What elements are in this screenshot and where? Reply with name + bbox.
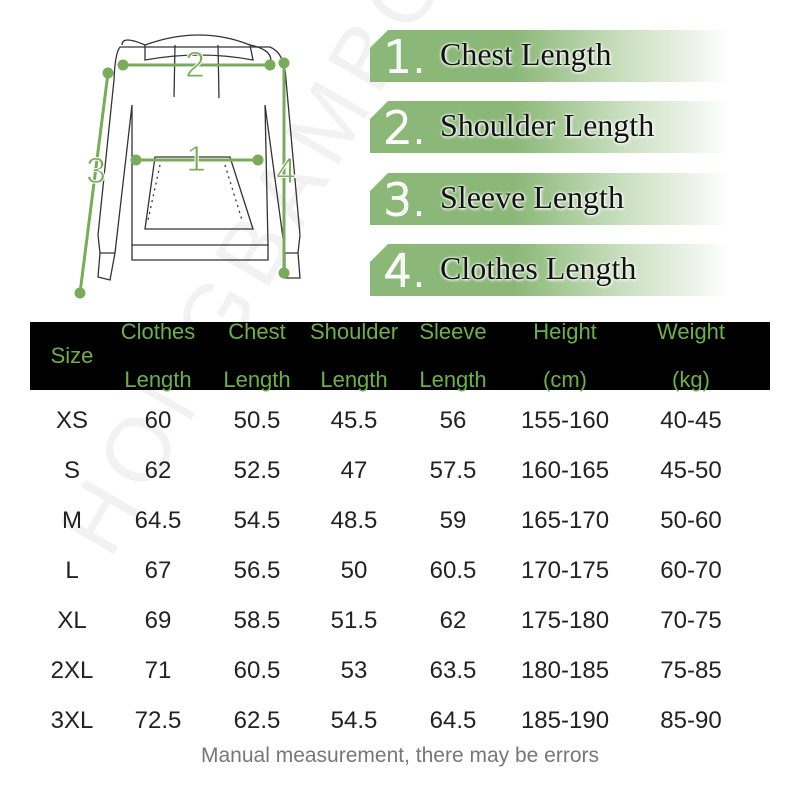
table-cell: 53 — [340, 657, 368, 684]
legend-label: Sleeve Length — [440, 179, 624, 215]
header-text: Clothes — [120, 319, 196, 344]
table-cell: 45-50 — [660, 457, 722, 484]
table-cell: 64.5 — [429, 707, 477, 734]
table-row: XS 60 50.5 45.5 56 155-160 40-45 — [0, 396, 800, 446]
header-text: Height — [533, 319, 597, 344]
column-header: Chest Length — [223, 319, 291, 392]
table-cell: 60 — [144, 407, 172, 434]
table-cell: 62 — [439, 607, 467, 634]
header-text: Length — [320, 367, 388, 392]
table-cell: M — [62, 507, 82, 534]
legend-number: 1. — [383, 31, 427, 83]
legend-label: Chest Length — [440, 36, 612, 72]
header-text: Length — [124, 367, 192, 392]
label-3: 3 — [86, 150, 106, 191]
header-text: Length — [223, 367, 291, 392]
legend-label: Clothes Length — [440, 250, 637, 286]
table-cell: 56.5 — [233, 557, 281, 584]
table-cell: 3XL — [50, 707, 94, 734]
legend-number: 4. — [383, 245, 427, 297]
table-cell: 165-170 — [520, 507, 610, 534]
table-cell: S — [63, 457, 81, 484]
table-cell: 170-175 — [520, 557, 610, 584]
table-row: XL 69 58.5 51.5 62 175-180 70-75 — [0, 596, 800, 646]
legend-shoulder-length: 2. Shoulder Length — [370, 101, 730, 153]
table-cell: 2XL — [50, 657, 94, 684]
table-cell: 45.5 — [330, 407, 378, 434]
header-text: Weight — [656, 319, 726, 344]
measurement-note: Manual measurement, there may be errors — [200, 744, 599, 767]
table-cell: 75-85 — [660, 657, 722, 684]
table-cell: 155-160 — [520, 407, 610, 434]
table-cell: 62.5 — [233, 707, 281, 734]
header-text: Chest — [228, 319, 286, 344]
table-header: Size Clothes Length Chest Length Shoulder Leng… — [30, 319, 770, 392]
table-cell: 40-45 — [660, 407, 722, 434]
table-cell: 47 — [340, 457, 368, 484]
table-cell: 70-75 — [660, 607, 722, 634]
label-2: 2 — [185, 44, 205, 85]
table-cell: 57.5 — [429, 457, 477, 484]
column-header: Size — [51, 322, 94, 390]
column-header: Shoulder Length — [309, 319, 399, 392]
legend-sleeve-length: 3. Sleeve Length — [370, 173, 730, 225]
table-cell: 71 — [144, 657, 172, 684]
table-row: 3XL 72.5 62.5 54.5 64.5 185-190 85-90 — [0, 696, 800, 746]
header-text: Sleeve — [419, 319, 487, 344]
table-cell: 51.5 — [330, 607, 378, 634]
column-header: Height (cm) — [533, 319, 597, 392]
label-4: 4 — [276, 150, 296, 191]
column-header: Sleeve Length — [419, 319, 487, 392]
legend-clothes-length: 4. Clothes Length — [370, 244, 730, 296]
table-row: L 67 56.5 50 60.5 170-175 60-70 — [0, 546, 800, 596]
column-header: Weight (kg) — [656, 319, 726, 392]
label-1: 1 — [186, 138, 206, 179]
hoodie-diagram: 2 1 3 4 — [74, 34, 301, 299]
table-cell: 59 — [439, 507, 467, 534]
table-cell: 54.5 — [233, 507, 281, 534]
table-row: 2XL 71 60.5 53 63.5 180-185 75-85 — [0, 646, 800, 696]
table-cell: 54.5 — [330, 707, 378, 734]
legend-label: Shoulder Length — [440, 107, 655, 143]
table-cell: 160-165 — [520, 457, 610, 484]
table-cell: XL — [57, 607, 87, 634]
table-cell: 72.5 — [134, 707, 182, 734]
table-cell: 64.5 — [134, 507, 182, 534]
header-text: Length — [419, 367, 487, 392]
table-cell: 50.5 — [233, 407, 281, 434]
table-cell: 69 — [144, 607, 172, 634]
table-cell: 67 — [144, 557, 172, 584]
table-cell: XS — [55, 407, 89, 434]
legend-number: 2. — [383, 102, 427, 154]
table-cell: 85-90 — [660, 707, 722, 734]
table-cell: 185-190 — [520, 707, 610, 734]
legend-chest-length: 1. Chest Length — [370, 30, 730, 82]
table-cell: 50-60 — [660, 507, 722, 534]
table-cell: 60-70 — [660, 557, 722, 584]
table-cell: 58.5 — [233, 607, 281, 634]
table-row: S 62 52.5 47 57.5 160-165 45-50 — [0, 446, 800, 496]
column-header: Clothes Length — [120, 319, 196, 392]
table-cell: 52.5 — [233, 457, 281, 484]
table-cell: 180-185 — [520, 657, 610, 684]
table-cell: 50 — [340, 557, 368, 584]
header-text: (kg) — [672, 367, 710, 392]
table-cell: 60.5 — [233, 657, 281, 684]
table-row: M 64.5 54.5 48.5 59 165-170 50-60 — [0, 496, 800, 546]
header-text: Shoulder — [309, 319, 399, 344]
table-cell: 56 — [439, 407, 467, 434]
table-cell: 63.5 — [429, 657, 477, 684]
legend-number: 3. — [383, 174, 427, 226]
table-cell: 175-180 — [520, 607, 610, 634]
table-cell: 48.5 — [330, 507, 378, 534]
table-cell: L — [65, 557, 79, 584]
header-text: (cm) — [543, 367, 587, 392]
header-text: Size — [50, 343, 94, 368]
table-cell: 60.5 — [429, 557, 477, 584]
table-cell: 62 — [144, 457, 172, 484]
